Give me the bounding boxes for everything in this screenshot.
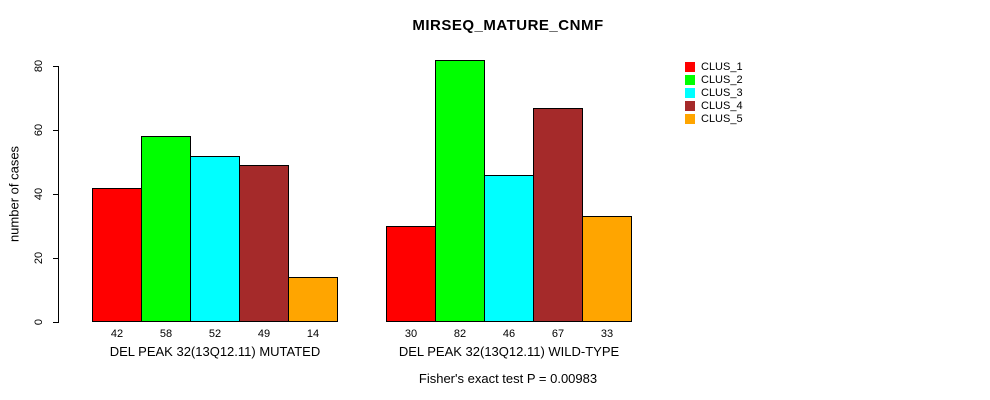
bar-value-label: 58	[159, 328, 173, 340]
legend-color-swatch	[685, 75, 695, 85]
bar-clus_3	[484, 175, 534, 322]
bar-clus_1	[386, 226, 436, 322]
bar-clus_5	[288, 277, 338, 322]
legend-label: CLUS_2	[701, 74, 743, 86]
y-tick-label: 20	[33, 251, 45, 265]
chart-title: MIRSEQ_MATURE_CNMF	[412, 17, 604, 34]
legend-item: CLUS_1	[685, 61, 743, 73]
y-tick-label: 0	[33, 318, 45, 326]
legend-label: CLUS_1	[701, 61, 743, 73]
bar-clus_4	[533, 108, 583, 322]
bar-value-label: 42	[110, 328, 124, 340]
legend-label: CLUS_5	[701, 113, 743, 125]
legend-color-swatch	[685, 88, 695, 98]
bar-clus_1	[92, 188, 142, 322]
y-tick	[53, 258, 58, 259]
legend-color-swatch	[685, 62, 695, 72]
y-tick-label: 60	[33, 123, 45, 137]
legend-label: CLUS_4	[701, 100, 743, 112]
bar-value-label: 52	[208, 328, 222, 340]
bar-value-label: 14	[306, 328, 320, 340]
y-tick	[53, 322, 58, 323]
legend-color-swatch	[685, 101, 695, 111]
bar-clus_2	[141, 136, 191, 322]
bar-clus_3	[190, 156, 240, 322]
bar-value-label: 49	[257, 328, 271, 340]
x-axis-group-label: DEL PEAK 32(13Q12.11) MUTATED	[109, 344, 321, 359]
x-axis-group-label: DEL PEAK 32(13Q12.11) WILD-TYPE	[398, 344, 620, 359]
legend-item: CLUS_2	[685, 74, 743, 86]
bar-clus_5	[582, 216, 632, 322]
y-axis-label: number of cases	[6, 145, 22, 243]
legend-label: CLUS_3	[701, 87, 743, 99]
plot-area: 0 20 40 60 80 42 58 52 49 14 30 82 46 67 33 DEL PEAK …	[33, 60, 957, 359]
bar-clus_2	[435, 60, 485, 322]
legend-color-swatch	[685, 114, 695, 124]
y-axis-line	[58, 66, 59, 323]
y-tick	[53, 194, 58, 195]
bar-value-label: 30	[404, 328, 418, 340]
bar-value-label: 67	[551, 328, 565, 340]
legend-item: CLUS_3	[685, 87, 743, 99]
bar-value-label: 46	[502, 328, 516, 340]
bar-value-label: 82	[453, 328, 467, 340]
bar-value-label: 33	[600, 328, 614, 340]
bar-clus_4	[239, 165, 289, 322]
y-tick	[53, 130, 58, 131]
legend-item: CLUS_4	[685, 100, 743, 112]
fisher-test-annotation: Fisher's exact test P = 0.00983	[418, 371, 598, 386]
legend-item: CLUS_5	[685, 113, 743, 125]
y-tick-label: 40	[33, 187, 45, 201]
y-tick-label: 80	[33, 59, 45, 73]
legend: CLUS_1 CLUS_2 CLUS_3 CLUS_4 CLUS_5	[685, 61, 743, 125]
y-tick	[53, 66, 58, 67]
